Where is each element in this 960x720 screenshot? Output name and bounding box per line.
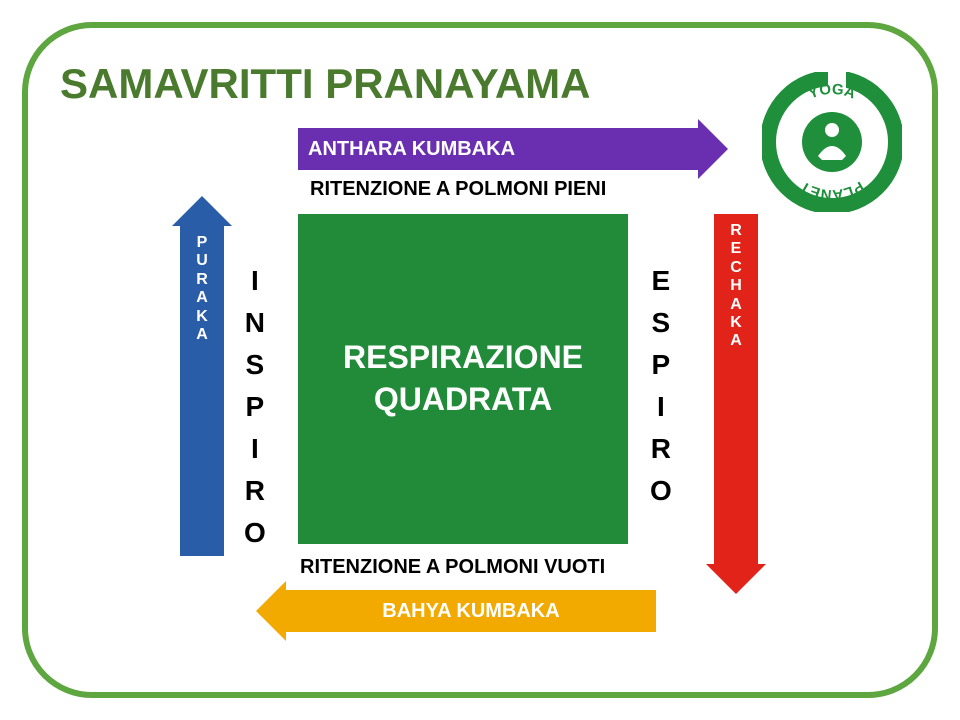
arrow-left-icon bbox=[256, 581, 286, 641]
left-arrow-label: PURAKA bbox=[180, 226, 224, 556]
bottom-arrow-bahya-kumbaka: BAHYA KUMBAKA bbox=[256, 590, 656, 632]
right-arrow-label: RECHAKA bbox=[714, 214, 758, 564]
bottom-arrow-label: BAHYA KUMBAKA bbox=[382, 600, 559, 623]
center-square: RESPIRAZIONE QUADRATA bbox=[298, 214, 628, 544]
yoga-planet-logo: YOGA PLANET bbox=[762, 72, 902, 212]
right-label-espiro: ESPIRO bbox=[650, 260, 672, 512]
top-subtitle: RITENZIONE A POLMONI PIENI bbox=[310, 178, 606, 201]
arrow-up-icon bbox=[172, 196, 232, 226]
bottom-subtitle: RITENZIONE A POLMONI VUOTI bbox=[300, 556, 605, 579]
top-arrow-anthara-kumbaka: ANTHARA KUMBAKA bbox=[298, 128, 728, 170]
arrow-down-icon bbox=[706, 564, 766, 594]
top-arrow-label: ANTHARA KUMBAKA bbox=[308, 138, 515, 161]
arrow-right-icon bbox=[698, 119, 728, 179]
right-arrow-rechaka: RECHAKA bbox=[714, 214, 758, 594]
square-text-line2: QUADRATA bbox=[343, 379, 583, 421]
left-label-inspiro: INSPIRO bbox=[244, 260, 266, 554]
left-arrow-puraka: PURAKA bbox=[180, 196, 224, 556]
diagram-title: SAMAVRITTI PRANAYAMA bbox=[60, 60, 591, 108]
square-text-line1: RESPIRAZIONE bbox=[343, 337, 583, 379]
